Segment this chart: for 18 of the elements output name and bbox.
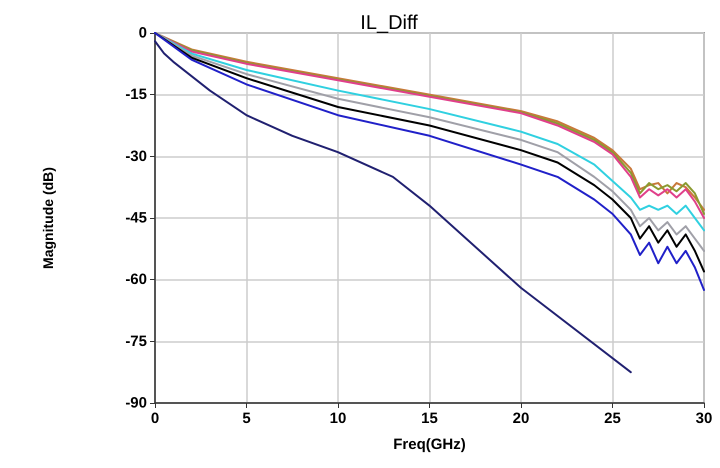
- y-tick-label: -90: [125, 394, 147, 412]
- y-tick-label: -60: [125, 271, 147, 288]
- y-tick-label: -75: [125, 332, 147, 350]
- x-tick-label: 0: [150, 410, 160, 427]
- y-tick-label: -15: [125, 86, 147, 104]
- x-tick-label: 15: [421, 410, 438, 427]
- y-tick-label: 0: [138, 24, 147, 42]
- y-tick-label: -45: [125, 210, 147, 226]
- x-tick-label: 30: [696, 410, 712, 427]
- y-axis-title: Magnitude (dB): [40, 167, 56, 269]
- x-tick-label: 20: [512, 410, 530, 427]
- x-axis-title: Freq(GHz): [393, 436, 466, 453]
- line-series: [154, 40, 632, 374]
- y-tick-label: -30: [125, 148, 147, 165]
- x-tick-label: 25: [604, 410, 621, 427]
- x-tick-label: 5: [242, 410, 251, 427]
- chart-title: IL_Diff: [360, 12, 418, 34]
- x-tick-label: 10: [330, 410, 346, 427]
